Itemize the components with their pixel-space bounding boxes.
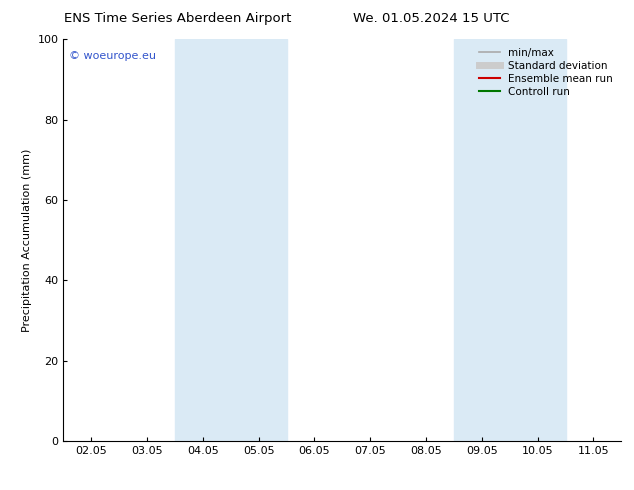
Text: © woeurope.eu: © woeurope.eu <box>69 51 156 61</box>
Bar <box>175 39 231 441</box>
Text: ENS Time Series Aberdeen Airport: ENS Time Series Aberdeen Airport <box>64 12 291 25</box>
Bar <box>510 39 566 441</box>
Text: We. 01.05.2024 15 UTC: We. 01.05.2024 15 UTC <box>353 12 509 25</box>
Legend: min/max, Standard deviation, Ensemble mean run, Controll run: min/max, Standard deviation, Ensemble me… <box>476 45 616 100</box>
Bar <box>231 39 287 441</box>
Y-axis label: Precipitation Accumulation (mm): Precipitation Accumulation (mm) <box>22 148 32 332</box>
Bar <box>454 39 510 441</box>
